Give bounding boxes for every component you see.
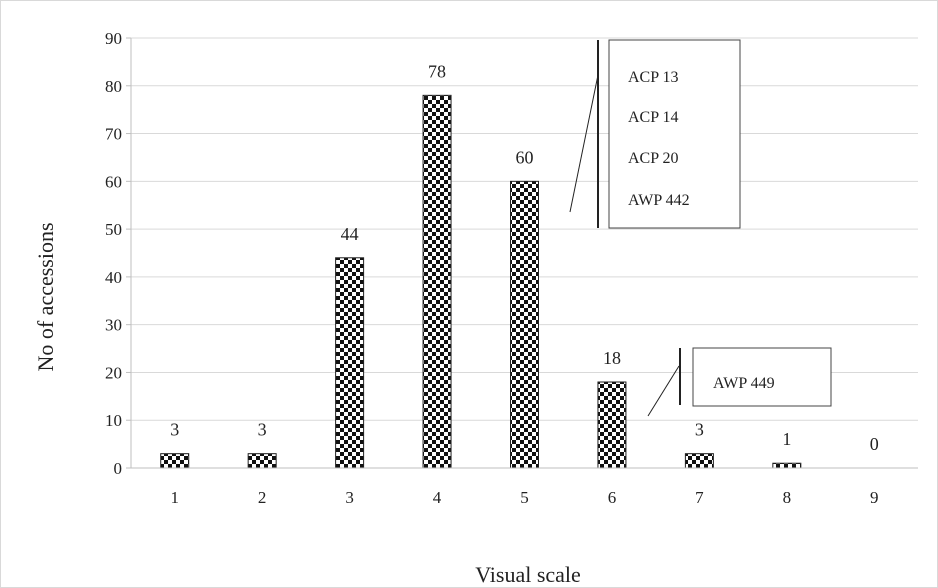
x-tick-label: 5: [520, 488, 529, 507]
bar: [597, 381, 627, 469]
y-tick-label: 10: [105, 411, 122, 430]
x-tick-label: 9: [870, 488, 879, 507]
bar: [510, 180, 539, 469]
callout-box: [692, 347, 832, 407]
y-tick-label: 30: [105, 316, 122, 335]
x-axis-title: Visual scale: [475, 562, 581, 587]
y-axis-title: No of accessions: [33, 222, 58, 371]
data-label: 3: [170, 420, 179, 440]
callout-box: [608, 39, 741, 229]
bar: [335, 257, 365, 469]
data-label: 18: [603, 348, 621, 368]
y-tick-label: 40: [105, 268, 122, 287]
data-label: 0: [870, 434, 879, 454]
y-tick-label: 0: [114, 459, 123, 478]
callout-leader-line: [647, 365, 680, 417]
data-label: 60: [516, 147, 534, 167]
y-tick-label: 70: [105, 125, 122, 144]
callout-leader-line: [569, 74, 599, 213]
data-label: 1: [782, 429, 791, 449]
callout-text: AWP 442: [628, 192, 690, 209]
x-tick-label: 8: [783, 488, 792, 507]
bar: [684, 453, 714, 469]
callout-box-group-1: ACP 13 ACP 14 ACP 20 AWP 442: [569, 39, 741, 229]
x-tick-label: 7: [695, 488, 704, 507]
bar: [247, 453, 277, 469]
x-tick-label: 2: [258, 488, 267, 507]
bar: [772, 462, 802, 469]
y-tick-label: 80: [105, 77, 122, 96]
x-tick-label: 1: [170, 488, 179, 507]
bar: [422, 94, 452, 469]
x-tick-label: 6: [608, 488, 617, 507]
data-label: 44: [341, 224, 359, 244]
x-tick-label: 3: [345, 488, 354, 507]
y-tick-label: 20: [105, 363, 122, 382]
data-label: 3: [258, 420, 267, 440]
callout-text: ACP 20: [628, 150, 679, 167]
callout-text: ACP 13: [628, 69, 679, 86]
data-label: 3: [695, 420, 704, 440]
x-tick-label: 4: [433, 488, 442, 507]
bar: [160, 453, 190, 469]
y-tick-label: 90: [105, 29, 122, 48]
y-tick-label: 50: [105, 220, 122, 239]
callout-box-group-2: AWP 449: [647, 347, 832, 417]
bars: [160, 94, 802, 469]
data-labels: 3 3 44 78 60 18 3 1 0: [170, 61, 879, 454]
callout-text: AWP 449: [713, 375, 775, 392]
data-label: 78: [428, 61, 446, 81]
y-tick-label: 60: [105, 172, 122, 191]
callout-text: ACP 14: [628, 109, 679, 126]
